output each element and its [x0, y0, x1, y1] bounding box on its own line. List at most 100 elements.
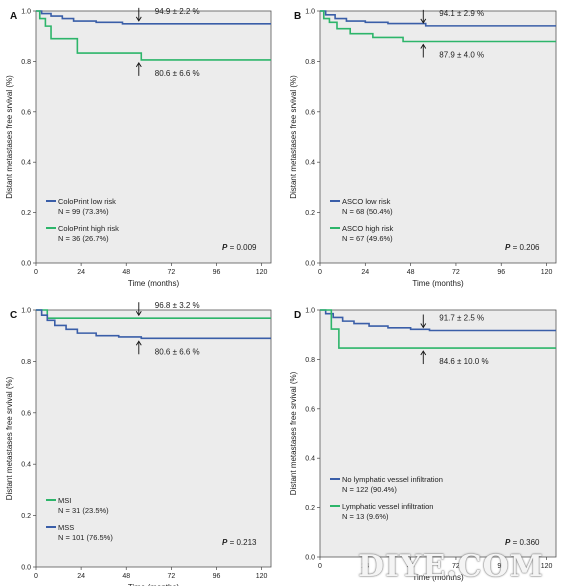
legend-n: N = 101 (76.5%): [58, 533, 113, 542]
panel-label: D: [294, 310, 301, 321]
arrow-head: [135, 340, 142, 346]
x-tick-label: 96: [497, 563, 505, 570]
x-tick-label: 96: [213, 573, 221, 580]
y-axis-label: Distant metastases free srvival (%): [289, 371, 298, 495]
y-tick-label: 0.2: [21, 513, 31, 520]
x-axis-label: Time (months): [128, 279, 180, 288]
panel-c: C 0.0 0.2 0.4 0.6 0.8 1.0 0 24 48 72 96 120 Time (mon…: [5, 301, 272, 586]
arrow-head: [135, 62, 142, 68]
x-axis-label: Time (months): [412, 573, 464, 582]
legend-n: N = 122 (90.4%): [342, 485, 397, 494]
legend-label: MSI: [58, 496, 71, 505]
x-tick-label: 96: [497, 269, 505, 276]
x-tick-label: 72: [167, 573, 175, 580]
x-tick-label: 24: [361, 563, 369, 570]
x-tick-label: 0: [34, 269, 38, 276]
arrow-head: [135, 16, 142, 22]
p-symbol: P: [505, 538, 511, 547]
x-tick-label: 0: [34, 573, 38, 580]
plot-area: [319, 309, 557, 558]
p-value: P = 0.009: [222, 243, 257, 252]
x-axis-label: Time (months): [128, 583, 180, 586]
plot-area: [35, 10, 272, 264]
legend-label: MSS: [58, 523, 74, 532]
x-tick-label: 0: [318, 269, 322, 276]
annotation-text: 80.6 ± 6.6 %: [155, 69, 200, 78]
x-tick-label: 24: [77, 269, 85, 276]
y-tick-label: 0.8: [305, 357, 315, 364]
series-line-1: [36, 10, 271, 61]
x-tick-label: 72: [167, 269, 175, 276]
y-tick-label: 0.0: [305, 555, 315, 562]
series-line-1: [320, 10, 556, 43]
series-line-0: [320, 10, 556, 27]
legend-n: N = 67 (49.6%): [342, 234, 393, 243]
y-tick-label: 1.0: [305, 9, 315, 16]
plot-area: [35, 309, 272, 568]
x-tick-label: 96: [213, 269, 221, 276]
watermark: DIYE.COM: [358, 549, 544, 584]
p-value: P = 0.360: [505, 538, 540, 547]
p-value-text: = 0.360: [510, 538, 540, 547]
panel-label: A: [10, 11, 17, 22]
series-line-1: [36, 309, 271, 340]
y-tick-label: 0.2: [21, 210, 31, 217]
p-value-text: = 0.009: [227, 243, 257, 252]
arrow-head: [420, 43, 427, 49]
x-tick-label: 120: [541, 269, 553, 276]
legend-label: ASCO high risk: [342, 224, 394, 233]
legend-label: ColoPrint low risk: [58, 197, 116, 206]
x-tick-label: 48: [407, 563, 415, 570]
p-value: P = 0.206: [505, 243, 540, 252]
legend-label: ColoPrint high risk: [58, 224, 119, 233]
x-tick-label: 72: [452, 563, 460, 570]
y-tick-label: 0.0: [21, 565, 31, 572]
annotation-text: 96.8 ± 3.2 %: [155, 301, 200, 310]
y-tick-label: 0.0: [21, 261, 31, 268]
y-axis-label: Distant metastases free srvival (%): [5, 75, 14, 199]
y-axis-label: Distant metastases free srvival (%): [289, 75, 298, 199]
arrow-head: [420, 350, 427, 356]
y-tick-label: 1.0: [21, 308, 31, 315]
p-symbol: P: [505, 243, 511, 252]
y-tick-label: 0.6: [305, 406, 315, 413]
legend-label: No lymphatic vessel infiltration: [342, 475, 443, 484]
p-value-text: = 0.213: [227, 538, 257, 547]
annotation-text: 87.9 ± 4.0 %: [439, 50, 484, 59]
arrow-head: [420, 323, 427, 329]
x-tick-label: 0: [318, 563, 322, 570]
y-tick-label: 1.0: [305, 308, 315, 315]
y-tick-label: 0.4: [305, 160, 315, 167]
panel-a: A 0.0 0.2 0.4 0.6 0.8 1.0 0 24 48 72 96 120 Time (mon…: [5, 7, 272, 288]
y-tick-label: 0.2: [305, 505, 315, 512]
panel-label: C: [10, 310, 17, 321]
legend-n: N = 68 (50.4%): [342, 207, 393, 216]
x-axis-label: Time (months): [412, 279, 464, 288]
p-value-text: = 0.206: [510, 243, 540, 252]
x-tick-label: 24: [361, 269, 369, 276]
y-tick-label: 0.4: [305, 456, 315, 463]
series-line-1: [320, 309, 556, 349]
panel-label: B: [294, 11, 301, 22]
x-tick-label: 120: [256, 269, 268, 276]
x-tick-label: 48: [407, 269, 415, 276]
legend-n: N = 99 (73.3%): [58, 207, 109, 216]
y-tick-label: 0.6: [305, 109, 315, 116]
series-line-0: [36, 10, 271, 25]
annotation-text: 84.6 ± 10.0 %: [439, 357, 488, 366]
x-tick-label: 48: [122, 269, 130, 276]
plot-area: [319, 10, 557, 264]
annotation-text: 94.1 ± 2.9 %: [439, 9, 484, 18]
annotation-text: 80.6 ± 6.6 %: [155, 347, 200, 356]
p-symbol: P: [222, 538, 228, 547]
y-tick-label: 1.0: [21, 9, 31, 16]
arrow-head: [135, 310, 142, 317]
y-tick-label: 0.0: [305, 261, 315, 268]
arrow-head: [420, 18, 427, 24]
annotation-text: 94.9 ± 2.2 %: [155, 7, 200, 16]
y-tick-label: 0.6: [21, 109, 31, 116]
y-tick-label: 0.8: [21, 59, 31, 66]
x-tick-label: 72: [452, 269, 460, 276]
x-tick-label: 120: [256, 573, 268, 580]
